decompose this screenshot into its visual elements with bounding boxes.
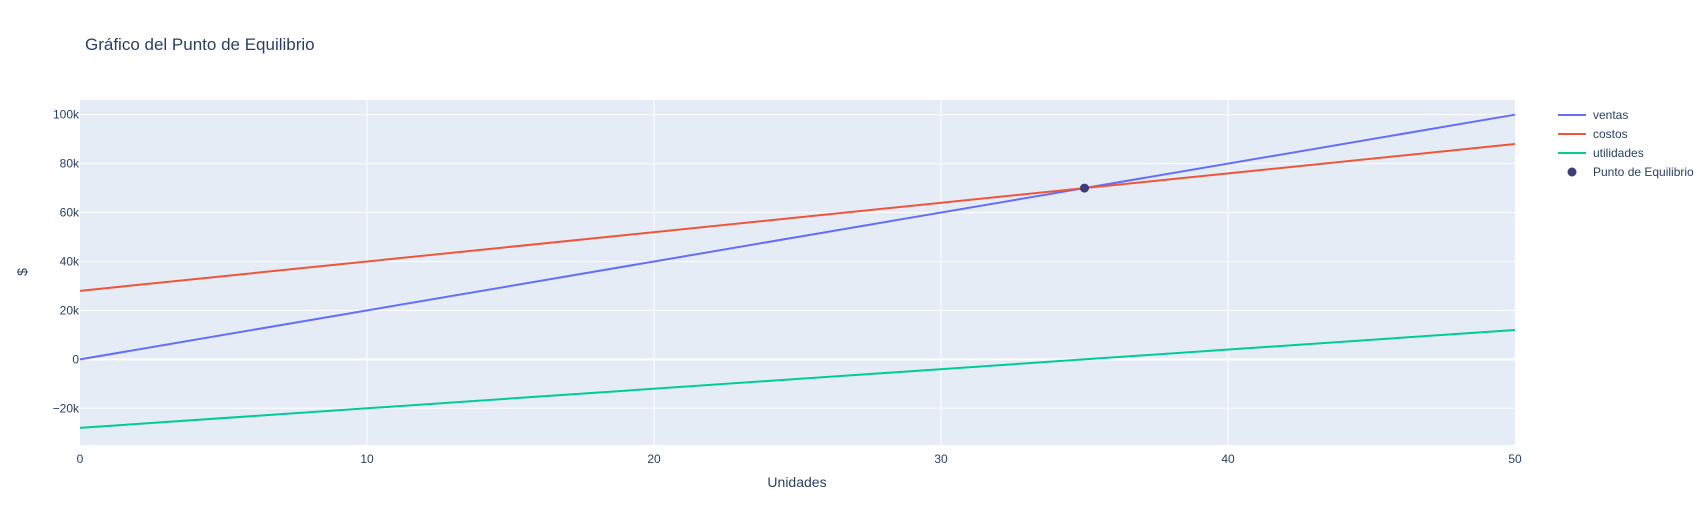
legend-item-ventas[interactable]: ventas <box>1558 108 1628 122</box>
x-tick-label: 20 <box>647 452 661 466</box>
series-line-utilidades <box>79 329 1516 429</box>
y-tick-label: 20k <box>60 303 80 317</box>
x-axis-title: Unidades <box>767 474 826 490</box>
grid-lines <box>80 100 1515 445</box>
x-tick-label: 10 <box>360 452 374 466</box>
x-tick-label: 0 <box>77 452 84 466</box>
y-tick-label: −20k <box>53 401 80 415</box>
legend-item-costos[interactable]: costos <box>1558 127 1628 141</box>
x-axis-ticks: 0 10 20 30 40 50 <box>77 452 1522 466</box>
y-tick-label: 40k <box>60 254 80 268</box>
x-tick-label: 50 <box>1508 452 1522 466</box>
legend-swatch <box>1567 167 1577 177</box>
y-tick-label: 80k <box>60 157 80 171</box>
legend-item-punto-de-equilibrio[interactable]: Punto de Equilibrio <box>1567 165 1695 179</box>
legend-item-utilidades[interactable]: utilidades <box>1558 146 1644 160</box>
legend[interactable]: ventas costos utilidades Punto de Equilibri… <box>1558 108 1694 179</box>
series-line-ventas <box>79 113 1516 361</box>
series-line-costos <box>79 143 1516 292</box>
x-tick-label: 30 <box>934 452 948 466</box>
y-tick-label: 0 <box>72 352 79 366</box>
legend-label: ventas <box>1593 108 1628 122</box>
y-tick-label: 60k <box>60 206 80 220</box>
chart-title: Gráfico del Punto de Equilibrio <box>85 35 315 54</box>
legend-label: utilidades <box>1593 146 1644 160</box>
legend-label: costos <box>1593 127 1628 141</box>
y-axis-title: $ <box>14 268 30 276</box>
marker-punto-de-equilibrio <box>1080 183 1089 193</box>
legend-label: Punto de Equilibrio <box>1593 165 1694 179</box>
x-tick-label: 40 <box>1221 452 1235 466</box>
plot-area <box>80 100 1515 445</box>
y-axis-ticks: −20k 0 20k 40k 60k 80k 100k <box>53 108 80 416</box>
y-tick-label: 100k <box>53 108 80 122</box>
series-layer <box>79 113 1516 429</box>
